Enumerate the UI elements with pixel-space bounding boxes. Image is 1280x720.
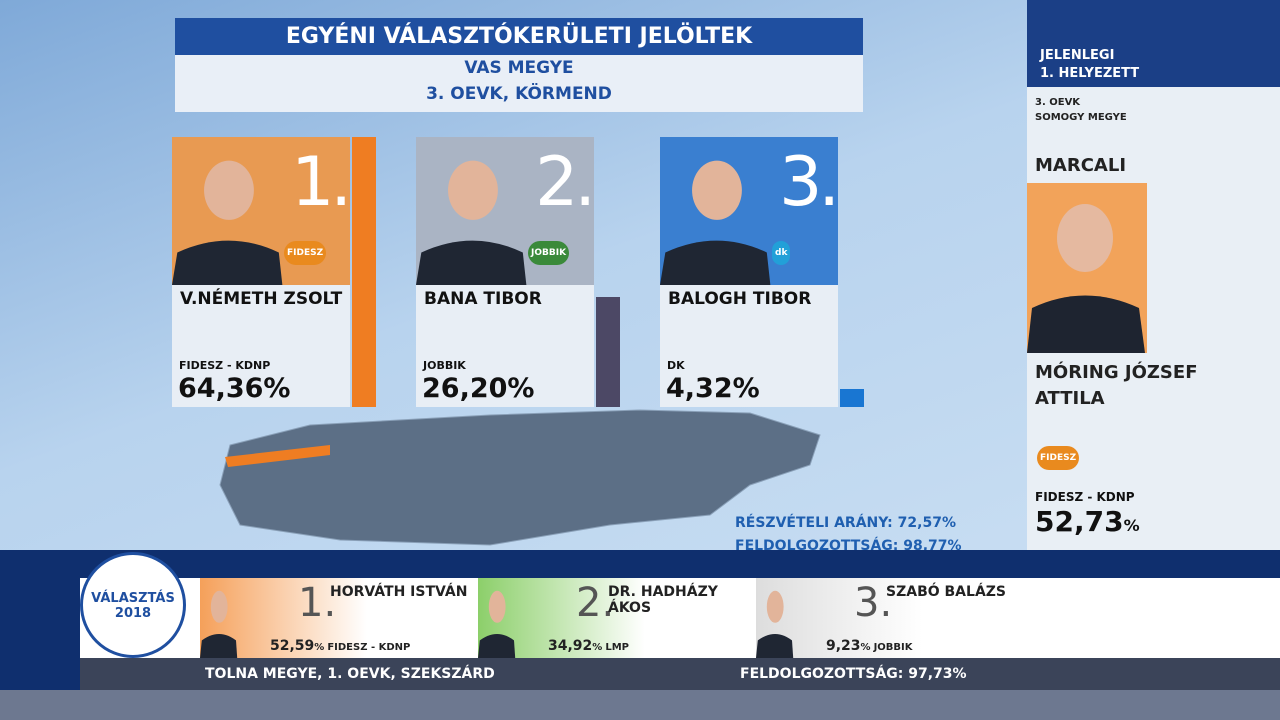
ticker-entry: 1. HORVÁTH ISTVÁN 52,59% FIDESZ - KDNP [200, 578, 478, 658]
photo [660, 137, 838, 285]
side-town: MARCALI [1035, 155, 1127, 176]
photo [478, 590, 516, 658]
result-bar [596, 296, 620, 407]
side-photo [1027, 183, 1147, 353]
candidate-name: V.NÉMETH ZSOLT [180, 289, 343, 309]
party: FIDESZ - KDNP [327, 642, 411, 653]
unit: % [1123, 516, 1140, 535]
brand-text: 2018 [114, 606, 152, 621]
header-box: EGYÉNI VÁLASZTÓKERÜLETI JELÖLTEK VAS MEG… [175, 18, 863, 112]
rank: 3. [779, 143, 840, 222]
result: 26,20% [422, 373, 535, 404]
candidate-card: 1. FIDESZ V.NÉMETH ZSOLT FIDESZ - KDNP 64,36… [172, 137, 352, 407]
party: FIDESZ - KDNP [179, 359, 271, 372]
rank: 1. [291, 143, 352, 222]
photo [200, 590, 238, 658]
photo [200, 578, 260, 662]
side-party: FIDESZ - KDNP [1035, 490, 1135, 504]
candidate-name: DR. HADHÁZY ÁKOS [608, 584, 718, 616]
result: 9,23 [826, 638, 861, 654]
participation: RÉSZVÉTELI ARÁNY: 72,57% [735, 515, 956, 531]
photo [756, 590, 794, 658]
result: 52,59 [270, 638, 315, 654]
party: JOBBIK [873, 642, 913, 653]
rank: 2. [576, 580, 615, 626]
district: 3. OEVK, KÖRMEND [426, 84, 612, 104]
ticker: 1. HORVÁTH ISTVÁN 52,59% FIDESZ - KDNP 2. DR.… [80, 578, 1280, 658]
footer [0, 690, 1280, 720]
map [219, 409, 821, 546]
candidate-name: SZABÓ BALÁZS [886, 584, 1007, 600]
side-name: MÓRING JÓZSEF [1035, 362, 1198, 383]
ticker-processed: FELDOLGOZOTTSÁG: 97,73% [740, 666, 967, 682]
header-title: EGYÉNI VÁLASZTÓKERÜLETI JELÖLTEK [175, 18, 863, 55]
unit: % [860, 642, 871, 653]
result: 34,92 [548, 638, 593, 654]
result: 64,36% [178, 373, 291, 404]
location: TOLNA MEGYE, 1. OEVK, SZEKSZÁRD [205, 666, 495, 682]
candidate-card: 3. dk BALOGH TIBOR DK 4,32% [660, 137, 840, 407]
result-bar [840, 388, 864, 407]
ticker-bar: TOLNA MEGYE, 1. OEVK, SZEKSZÁRD FELDOLGO… [80, 658, 1280, 690]
result: 4,32% [666, 373, 760, 404]
side-result: 52,73 [1035, 505, 1124, 538]
candidate-name: BANA TIBOR [424, 289, 542, 309]
photo [660, 137, 838, 285]
photo [478, 578, 538, 662]
side-panel: JELENLEGI 1. HELYEZETT 3. OEVK SOMOGY ME… [1027, 0, 1280, 552]
party-logo: FIDESZ [284, 241, 327, 265]
rank: 2. [535, 143, 596, 222]
county: VAS MEGYE [464, 58, 574, 78]
brand-logo: VÁLASZTÁS 2018 [80, 552, 186, 658]
unit: % [314, 642, 325, 653]
unit: % [592, 642, 603, 653]
party-logo: FIDESZ [1037, 446, 1080, 470]
candidate-name: BALOGH TIBOR [668, 289, 812, 309]
candidate-name: HORVÁTH ISTVÁN [330, 584, 468, 600]
candidate-card: 2. JOBBIK BANA TIBOR JOBBIK 26,20% [416, 137, 596, 407]
side-county: SOMOGY MEGYE [1035, 112, 1127, 123]
side-heading: JELENLEGI [1040, 48, 1115, 63]
rank: 3. [854, 580, 893, 626]
side-heading: 1. HELYEZETT [1040, 66, 1140, 81]
brand-text: VÁLASZTÁS [91, 591, 175, 606]
party-logo: JOBBIK [528, 241, 570, 265]
party: LMP [605, 642, 629, 653]
party: DK [667, 359, 685, 372]
rank: 1. [298, 580, 337, 626]
result-bar [352, 136, 376, 407]
ticker-entry: 2. DR. HADHÁZY ÁKOS 34,92% LMP [478, 578, 756, 658]
result-line: 52,59% FIDESZ - KDNP [270, 638, 410, 654]
party: JOBBIK [423, 359, 466, 372]
side-name: ATTILA [1035, 388, 1105, 409]
party-logo: dk [772, 241, 791, 265]
band [0, 550, 1280, 578]
result-line: 9,23% JOBBIK [826, 638, 913, 654]
result-line: 34,92% LMP [548, 638, 629, 654]
photo [756, 578, 816, 662]
ticker-entry: 3. SZABÓ BALÁZS 9,23% JOBBIK [756, 578, 1034, 658]
side-district: 3. OEVK [1035, 97, 1081, 108]
